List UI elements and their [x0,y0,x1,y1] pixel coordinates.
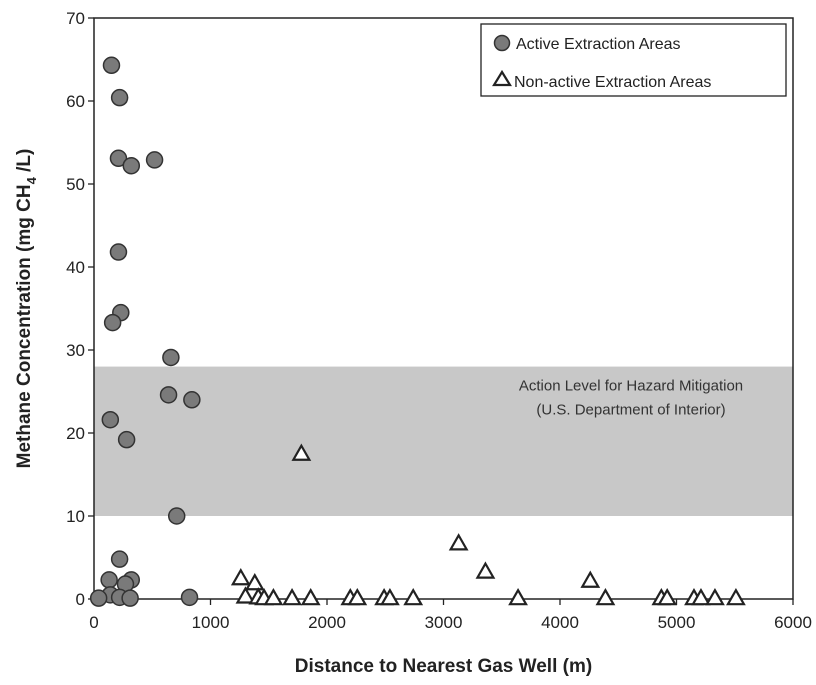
nonactive-area-point [380,587,400,606]
nonactive-area-point [347,587,368,606]
legend-marker-nonactive [492,69,512,87]
active-area-point [101,410,120,429]
y-tick-label: 20 [66,424,85,443]
active-area-point [102,56,121,75]
y-axis-title: Methane Concentration (mg CH4 /L) [14,149,39,469]
nonactive-area-point [657,587,678,606]
y-axis-title-main: Methane Concentration (mg CH [14,184,35,468]
y-tick-label: 70 [66,9,85,28]
nonactive-area-point [705,587,725,606]
nonactive-area-point [263,587,284,606]
active-area-point [159,386,178,404]
nonactive-area-point [300,587,321,606]
action-level-band [94,366,793,516]
active-area-point [109,243,128,261]
active-area-point [162,348,180,367]
legend-label-nonactive: Non-active Extraction Areas [514,74,711,91]
legend-box [480,23,787,97]
nonactive-area-point [595,587,616,606]
active-area-point [145,151,164,169]
x-axis-title: Distance to Nearest Gas Well (m) [295,656,592,677]
active-area-point [122,156,141,175]
y-tick-label: 10 [66,507,85,526]
action-level-label-line2: (U.S. Department of Interior) [536,402,725,419]
x-tick-label: 2000 [308,613,346,632]
active-area-point [103,313,122,332]
y-axis-ticks: 0 10 20 30 40 50 60 70 [66,9,94,609]
x-tick-label: 1000 [192,613,230,632]
nonactive-area-point [508,587,528,606]
x-tick-label: 3000 [425,613,463,632]
nonactive-area-point [580,570,601,588]
nonactive-area-point [235,586,256,604]
active-area-point [117,430,136,449]
y-tick-label: 0 [76,590,85,609]
nonactive-area-point [726,587,746,606]
active-area-point [183,391,201,409]
nonactive-area-point [244,573,265,591]
y-tick-label: 60 [66,92,85,111]
x-tick-label: 4000 [541,613,579,632]
legend: Active Extraction Areas Non-active Extra… [480,23,787,97]
y-axis-title-subscript: 4 [24,176,39,184]
nonactive-area-point [230,568,251,586]
y-tick-label: 40 [66,258,85,277]
legend-marker-active [493,34,511,52]
nonactive-area-point [291,443,312,461]
legend-label-active: Active Extraction Areas [516,36,681,53]
active-area-point [89,589,108,607]
y-axis-title-tail: /L) [14,149,35,178]
nonactive-area-point [475,561,496,579]
active-area-point [109,149,128,168]
active-area-point [100,571,118,589]
nonactive-area-point [282,587,302,606]
data-points [89,56,746,607]
y-tick-label: 50 [66,175,85,194]
x-axis-ticks: 0 1000 2000 3000 4000 5000 6000 [89,599,812,632]
x-tick-label: 0 [89,613,98,632]
nonactive-area-point [448,533,469,551]
y-tick-label: 30 [66,341,85,360]
nonactive-area-point [691,587,711,606]
action-level-label-line1: Action Level for Hazard Mitigation [519,378,743,395]
x-tick-label: 6000 [774,613,812,632]
active-area-point [110,550,129,568]
active-area-point [110,88,129,107]
active-area-point [121,589,139,607]
x-tick-label: 5000 [658,613,696,632]
nonactive-area-point [403,587,424,606]
active-area-point [167,507,186,525]
active-area-point [180,588,199,607]
